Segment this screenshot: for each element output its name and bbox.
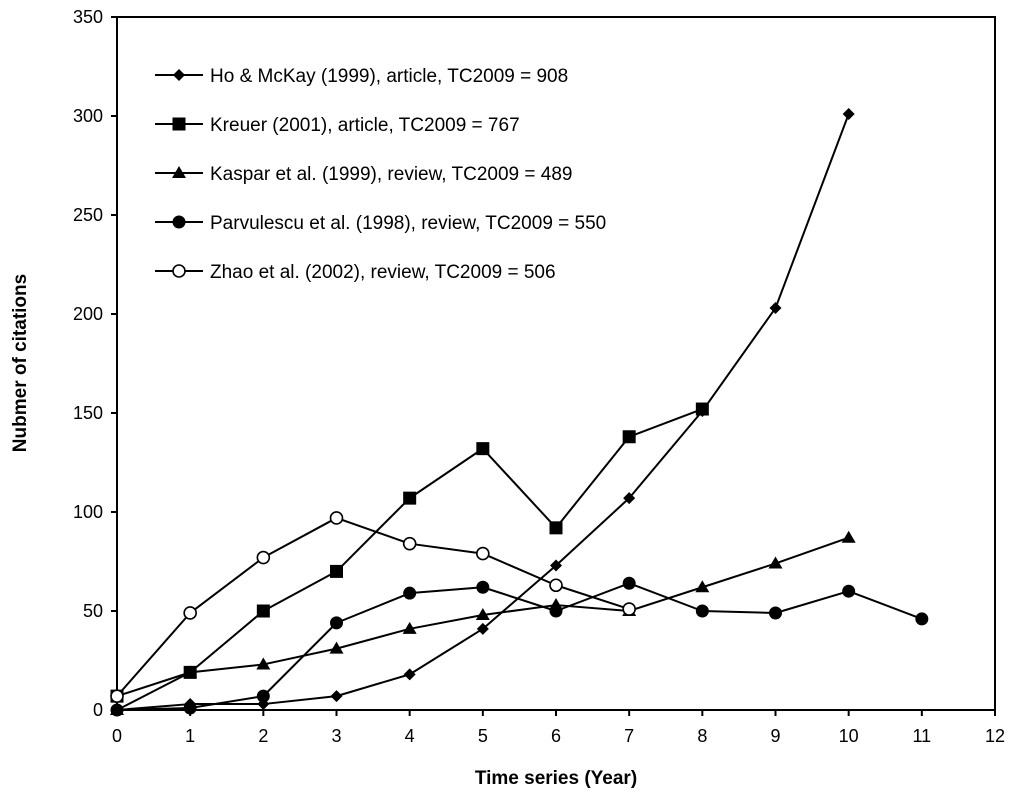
triangle-marker — [172, 166, 186, 178]
x-tick-label: 1 — [185, 726, 195, 746]
open-circle-marker — [256, 550, 271, 565]
triangle-marker — [256, 657, 271, 670]
x-tick-label: 0 — [112, 726, 122, 746]
y-axis-title: Nubmer of citations — [10, 274, 31, 452]
circle-marker — [695, 604, 709, 618]
y-tick-label: 0 — [93, 700, 103, 720]
square-marker — [403, 491, 417, 505]
circle-marker — [476, 580, 490, 594]
x-axis-title: Time series (Year) — [475, 768, 637, 789]
series-4 — [110, 511, 636, 703]
open-circle-marker — [172, 264, 186, 278]
open-circle-marker — [329, 511, 344, 525]
square-marker — [549, 521, 563, 535]
legend-label: Kaspar et al. (1999), review, TC2009 = 4… — [210, 164, 572, 185]
legend-item: Ho & McKay (1999), article, TC2009 = 908 — [155, 66, 568, 87]
x-tick-label: 2 — [258, 726, 268, 746]
series-0 — [111, 108, 855, 716]
series-line — [116, 582, 923, 711]
y-tick-label: 150 — [73, 403, 103, 423]
circle-marker — [172, 215, 186, 229]
x-tick-label: 8 — [697, 726, 707, 746]
x-axis: 0 1 2 3 4 5 6 7 8 9 10 11 12 — [112, 710, 1005, 746]
diamond-marker — [403, 668, 416, 681]
series-line — [116, 408, 703, 698]
diamond-marker — [842, 108, 855, 121]
open-circle-marker — [183, 606, 197, 620]
legend-item: Zhao et al. (2002), review, TC2009 = 506 — [155, 262, 556, 283]
series-line — [116, 516, 630, 697]
triangle-marker — [695, 580, 710, 593]
triangle-marker — [183, 665, 198, 678]
series-line — [116, 113, 850, 711]
x-tick-label: 3 — [331, 726, 341, 746]
diamond-marker — [330, 690, 343, 703]
diamond-marker — [476, 622, 489, 635]
y-tick-label: 250 — [73, 205, 103, 225]
circle-marker — [915, 612, 929, 626]
square-marker — [695, 402, 709, 416]
y-tick-label: 100 — [73, 502, 103, 522]
y-tick-label: 50 — [83, 601, 103, 621]
circle-marker — [110, 703, 124, 717]
circle-marker — [549, 604, 563, 618]
diamond-marker — [550, 559, 562, 572]
legend-item: Kaspar et al. (1999), review, TC2009 = 4… — [155, 164, 572, 185]
y-tick-label: 200 — [73, 304, 103, 324]
x-tick-label: 4 — [405, 726, 415, 746]
square-marker — [330, 564, 343, 578]
triangle-marker — [768, 556, 783, 569]
x-tick-label: 5 — [478, 726, 488, 746]
square-marker — [256, 604, 270, 618]
circle-marker — [256, 689, 270, 703]
x-tick-label: 6 — [551, 726, 561, 746]
legend-item: Parvulescu et al. (1998), review, TC2009… — [155, 213, 606, 234]
series-layer — [110, 108, 929, 717]
x-tick-label: 10 — [839, 726, 859, 746]
legend-label: Ho & McKay (1999), article, TC2009 = 908 — [210, 66, 568, 87]
x-tick-label: 7 — [624, 726, 634, 746]
triangle-marker — [402, 621, 417, 634]
triangle-marker — [841, 530, 856, 543]
open-circle-marker — [110, 689, 124, 703]
circle-marker — [622, 576, 636, 590]
open-circle-marker — [402, 536, 417, 551]
legend: Ho & McKay (1999), article, TC2009 = 908… — [155, 66, 606, 283]
square-marker — [172, 117, 186, 131]
circle-marker — [769, 606, 782, 620]
square-marker — [476, 442, 490, 456]
open-circle-marker — [622, 602, 636, 616]
x-tick-label: 12 — [985, 726, 1005, 746]
triangle-marker — [329, 641, 344, 654]
y-axis: 0 50 100 150 200 250 300 350 — [73, 7, 117, 720]
x-tick-label: 11 — [912, 726, 931, 746]
diamond-marker — [623, 492, 636, 505]
legend-label: Kreuer (2001), article, TC2009 = 767 — [210, 115, 520, 136]
series-3 — [110, 576, 929, 717]
circle-marker — [183, 701, 197, 715]
legend-label: Parvulescu et al. (1998), review, TC2009… — [210, 213, 606, 234]
circle-marker — [403, 586, 417, 600]
square-marker — [622, 430, 636, 444]
diamond-marker — [769, 302, 782, 315]
circle-marker — [330, 616, 343, 630]
legend-item: Kreuer (2001), article, TC2009 = 767 — [155, 115, 520, 136]
circle-marker — [842, 584, 856, 598]
diamond-marker — [173, 69, 185, 81]
series-1 — [110, 402, 709, 703]
y-tick-label: 300 — [73, 106, 103, 126]
legend-label: Zhao et al. (2002), review, TC2009 = 506 — [210, 262, 556, 283]
triangle-marker — [475, 607, 490, 620]
open-circle-marker — [549, 578, 563, 593]
open-circle-marker — [476, 546, 490, 561]
y-tick-label: 350 — [73, 7, 103, 27]
x-tick-label: 9 — [770, 726, 780, 746]
